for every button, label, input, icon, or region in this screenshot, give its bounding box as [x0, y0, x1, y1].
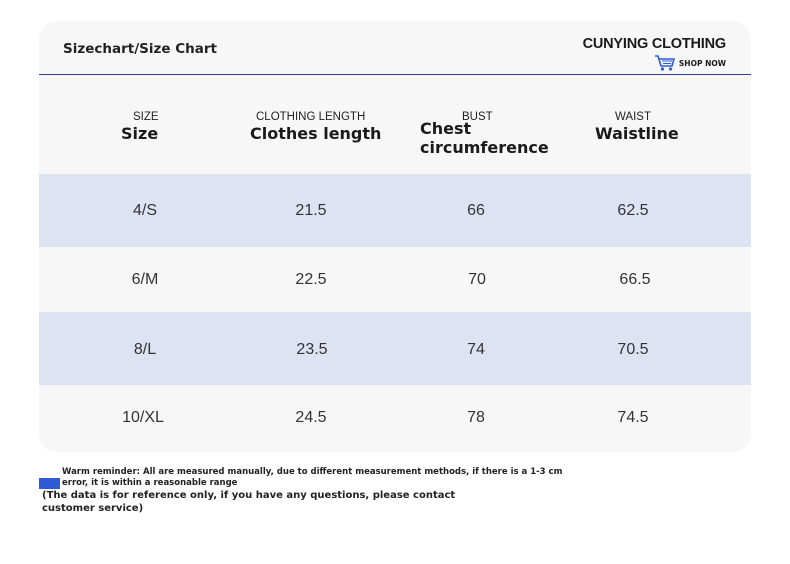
length-cell: 22.5: [295, 271, 327, 288]
table-row: 8/L 23.5 74 70.5: [39, 312, 751, 385]
note-marker: [39, 478, 60, 489]
column-zh-label: Chest circumference: [420, 119, 549, 157]
bust-cell: 66: [467, 202, 485, 219]
length-cell: 24.5: [295, 409, 327, 426]
column-header-size: SIZE Size: [75, 111, 215, 143]
size-chart-card: Sizechart/Size Chart CUNYING CLOTHING SH…: [39, 21, 751, 452]
note-reminder-text: Warm reminder: All are measured manually…: [62, 467, 563, 488]
shopping-cart-icon: [654, 55, 675, 71]
size-cell: 6/M: [131, 271, 159, 288]
column-header-bust: BUST Chest circumference: [420, 111, 570, 157]
brand-name: CUNYING CLOTHING: [582, 36, 727, 52]
column-en-label: CLOTHING LENGTH: [256, 111, 366, 123]
waist-cell: 70.5: [617, 341, 649, 358]
waist-cell: 62.5: [617, 202, 649, 219]
bust-cell: 70: [468, 271, 486, 288]
column-en-label: SIZE: [133, 111, 159, 123]
column-en-label: WAIST: [615, 111, 651, 123]
page-title: Sizechart/Size Chart: [63, 41, 217, 57]
waist-cell: 66.5: [619, 271, 651, 288]
size-cell: 4/S: [132, 202, 157, 219]
brand-block[interactable]: CUNYING CLOTHING SHOP NOW: [583, 36, 726, 72]
bust-cell: 74: [467, 341, 485, 358]
waist-cell: 74.5: [617, 409, 649, 426]
column-zh-label: Size: [121, 124, 159, 143]
shop-now-label: SHOP NOW: [678, 58, 726, 68]
table-row: 6/M 22.5 70 66.5: [39, 247, 751, 312]
table-row: 10/XL 24.5 78 74.5: [39, 385, 751, 452]
shop-now-link[interactable]: SHOP NOW: [583, 54, 726, 72]
bust-cell: 78: [467, 409, 485, 426]
column-header-length: CLOTHING LENGTH Clothes length: [239, 111, 389, 143]
column-zh-label: Clothes length: [250, 124, 382, 143]
note-reference-text: (The data is for reference only, if you …: [42, 490, 456, 514]
column-zh-label: Waistline: [595, 124, 679, 143]
table-row: 4/S 21.5 66 62.5: [39, 174, 751, 247]
chart-header: Sizechart/Size Chart CUNYING CLOTHING SH…: [39, 21, 751, 75]
column-header-waist: WAIST Waistline: [594, 111, 734, 143]
length-cell: 21.5: [295, 202, 327, 219]
size-cell: 8/L: [133, 341, 157, 358]
size-cell: 10/XL: [122, 409, 164, 426]
column-en-label: BUST: [462, 111, 493, 123]
length-cell: 23.5: [296, 341, 328, 358]
